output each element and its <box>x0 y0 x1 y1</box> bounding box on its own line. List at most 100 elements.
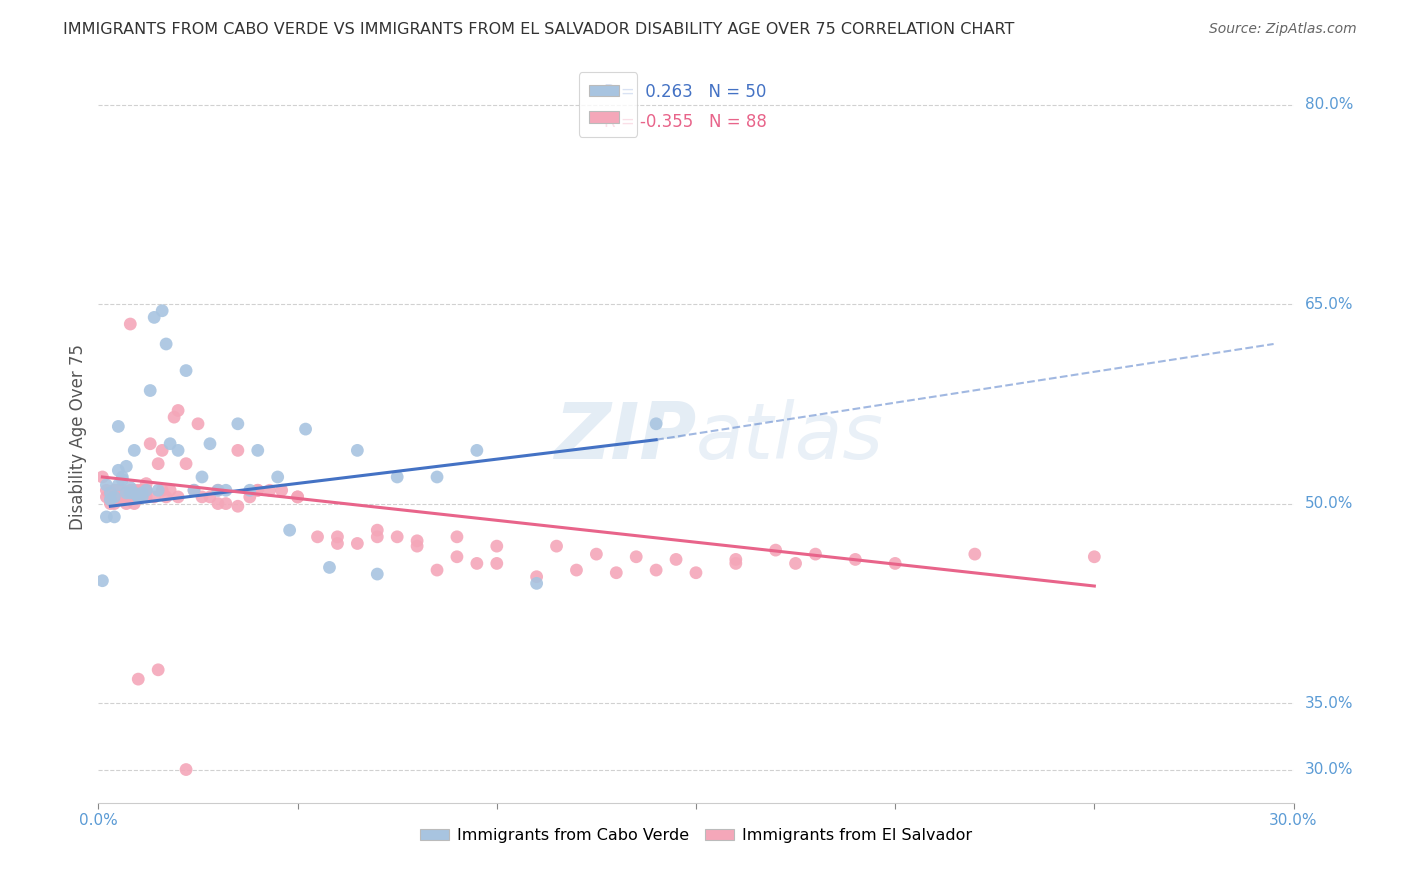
Point <box>107 419 129 434</box>
Point <box>155 490 177 504</box>
Point <box>226 443 249 458</box>
Point <box>127 672 149 686</box>
Point <box>465 557 488 571</box>
Point <box>1083 549 1105 564</box>
Point <box>406 533 429 548</box>
Point <box>665 552 688 566</box>
Point <box>259 483 281 498</box>
Point <box>198 436 221 450</box>
Point <box>111 473 134 487</box>
Point <box>426 470 449 484</box>
Point <box>187 417 209 431</box>
Point <box>127 490 149 504</box>
Text: IMMIGRANTS FROM CABO VERDE VS IMMIGRANTS FROM EL SALVADOR DISABILITY AGE OVER 75: IMMIGRANTS FROM CABO VERDE VS IMMIGRANTS… <box>63 22 1015 37</box>
Point <box>366 567 388 582</box>
Point <box>148 663 170 677</box>
Text: 30.0%: 30.0% <box>1305 762 1353 777</box>
Text: ZIP: ZIP <box>554 399 696 475</box>
Point <box>131 483 153 498</box>
Point <box>366 530 388 544</box>
Point <box>115 490 138 504</box>
Point <box>215 483 238 498</box>
Text: atlas: atlas <box>696 399 884 475</box>
Point <box>159 436 181 450</box>
Point <box>135 490 157 504</box>
Point <box>115 459 138 474</box>
Point <box>124 497 146 511</box>
Point <box>239 483 262 498</box>
Point <box>191 490 214 504</box>
Point <box>287 490 309 504</box>
Point <box>526 570 548 584</box>
Point <box>127 490 149 504</box>
Point <box>346 443 368 458</box>
Point <box>785 557 807 571</box>
Point <box>135 483 157 498</box>
Point <box>844 552 866 566</box>
Point <box>107 478 129 492</box>
Point <box>465 443 488 458</box>
Point <box>135 476 157 491</box>
Point <box>107 483 129 498</box>
Point <box>127 483 149 498</box>
Point <box>246 483 269 498</box>
Point <box>139 436 162 450</box>
Point <box>96 478 118 492</box>
Point <box>127 490 149 504</box>
Point <box>278 523 301 537</box>
Point <box>207 483 229 498</box>
Point <box>207 483 229 498</box>
Point <box>131 490 153 504</box>
Point <box>174 363 197 377</box>
Y-axis label: Disability Age Over 75: Disability Age Over 75 <box>69 344 87 530</box>
Point <box>215 497 238 511</box>
Point <box>111 470 134 484</box>
Point <box>163 410 186 425</box>
Point <box>131 486 153 500</box>
Point <box>406 539 429 553</box>
Point <box>174 457 197 471</box>
Point <box>724 552 747 566</box>
Point <box>120 481 142 495</box>
Point <box>139 384 162 398</box>
Point <box>98 492 122 507</box>
Text: 50.0%: 50.0% <box>1305 496 1353 511</box>
Point <box>294 422 316 436</box>
Point <box>103 497 125 511</box>
Point <box>446 530 468 544</box>
Point <box>191 470 214 484</box>
Point <box>150 303 173 318</box>
Point <box>167 443 190 458</box>
Point <box>183 483 205 498</box>
Point <box>963 547 986 561</box>
Point <box>96 509 118 524</box>
Point <box>135 483 157 498</box>
Point <box>115 486 138 500</box>
Point <box>884 557 907 571</box>
Point <box>120 317 142 331</box>
Point <box>485 557 508 571</box>
Point <box>91 574 114 588</box>
Text: 35.0%: 35.0% <box>1305 696 1353 711</box>
Point <box>98 497 122 511</box>
Point <box>485 539 508 553</box>
Point <box>724 557 747 571</box>
Point <box>96 483 118 498</box>
Point <box>150 483 173 498</box>
Point <box>131 490 153 504</box>
Point <box>111 490 134 504</box>
Point <box>150 443 173 458</box>
Point <box>155 337 177 351</box>
Point <box>385 470 409 484</box>
Point <box>267 470 290 484</box>
Point <box>318 560 340 574</box>
Point <box>645 417 668 431</box>
Point <box>103 509 125 524</box>
Text: 80.0%: 80.0% <box>1305 97 1353 112</box>
Point <box>183 483 205 498</box>
Point <box>91 470 114 484</box>
Point <box>226 500 249 514</box>
Point <box>96 490 118 504</box>
Point <box>148 457 170 471</box>
Point <box>159 483 181 498</box>
